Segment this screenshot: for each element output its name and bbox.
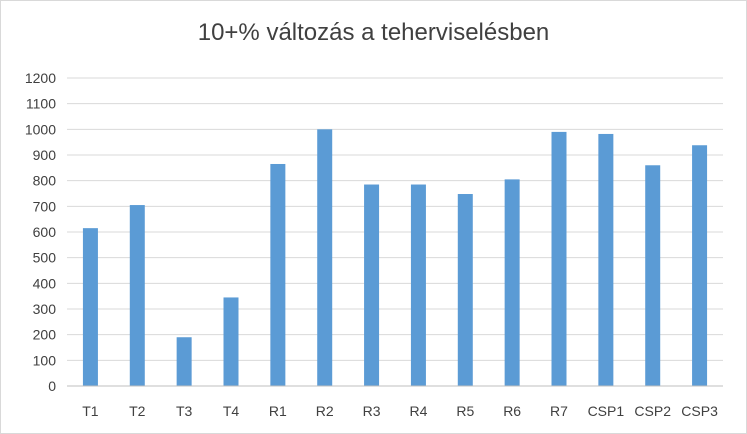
x-tick-label: CSP1 xyxy=(588,403,625,419)
bar-t4 xyxy=(223,297,239,386)
y-tick-label: 800 xyxy=(33,173,57,189)
bar-csp2 xyxy=(645,165,661,386)
bar-t3 xyxy=(176,337,192,386)
x-tick-label: T3 xyxy=(176,403,193,419)
x-tick-label: R6 xyxy=(503,403,521,419)
y-tick-label: 400 xyxy=(33,275,57,291)
y-tick-label: 700 xyxy=(33,198,57,214)
bar-csp3 xyxy=(692,145,708,386)
x-tick-label: T4 xyxy=(223,403,240,419)
bar-t1 xyxy=(82,228,98,386)
x-tick-label: CSP3 xyxy=(681,403,718,419)
bar-r1 xyxy=(270,163,286,386)
y-tick-label: 1200 xyxy=(25,70,56,86)
x-tick-label: R4 xyxy=(409,403,427,419)
bar-r3 xyxy=(364,184,380,386)
bar-r5 xyxy=(457,194,473,386)
y-tick-label: 1100 xyxy=(26,96,56,112)
y-tick-label: 0 xyxy=(48,378,56,394)
y-axis-tick-labels: 0 100 200 300 400 500 600 700 800 900 1000 1100 1200 xyxy=(25,70,56,394)
x-tick-label: R2 xyxy=(316,403,334,419)
y-tick-label: 100 xyxy=(33,352,57,368)
x-tick-label: T1 xyxy=(82,403,99,419)
y-tick-label: 300 xyxy=(33,301,57,317)
bar-r6 xyxy=(504,179,520,386)
x-tick-label: T2 xyxy=(129,403,146,419)
gridlines xyxy=(67,77,723,361)
y-tick-label: 200 xyxy=(33,327,57,343)
y-tick-label: 900 xyxy=(33,147,57,163)
y-tick-label: 600 xyxy=(33,224,57,240)
y-tick-label: 500 xyxy=(33,250,57,266)
x-tick-label: R7 xyxy=(550,403,568,419)
bar-t2 xyxy=(129,205,145,386)
x-tick-label: CSP2 xyxy=(634,403,671,419)
x-tick-label: R1 xyxy=(269,403,287,419)
bar-r4 xyxy=(410,184,426,386)
x-tick-label: R5 xyxy=(456,403,474,419)
y-tick-label: 1000 xyxy=(25,121,56,137)
bar-r7 xyxy=(551,131,567,386)
chart-title: 10+% változás a teherviselésben xyxy=(197,19,550,46)
bars xyxy=(82,129,708,387)
x-axis-tick-labels: T1 T2 T3 T4 R1 R2 R3 R4 R5 R6 R7 CSP1 CSP2 CSP3 xyxy=(82,403,718,419)
x-tick-label: R3 xyxy=(363,403,381,419)
bar-r2 xyxy=(317,129,333,387)
bar-csp1 xyxy=(598,133,614,386)
